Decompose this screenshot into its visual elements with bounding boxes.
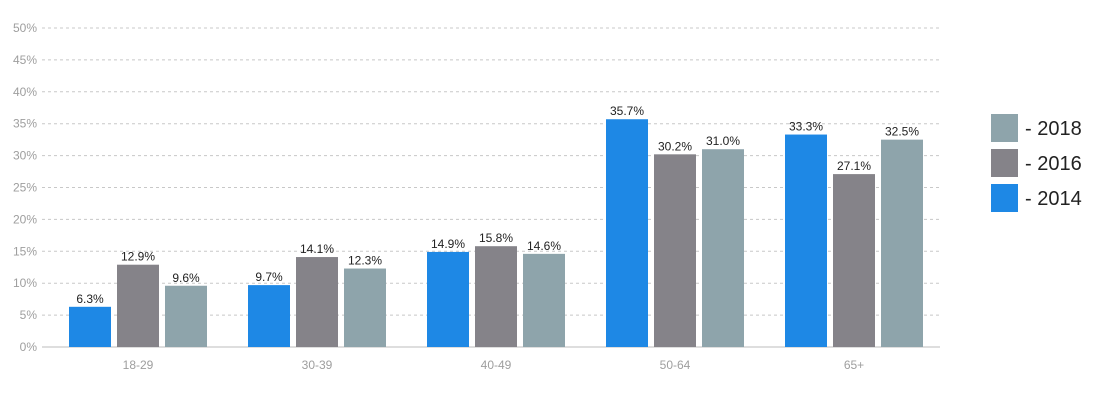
bar-data-label: 14.1%	[300, 242, 334, 256]
x-tick-label: 50-64	[660, 358, 691, 372]
legend-label: - 2018	[1025, 118, 1082, 140]
y-tick-label: 15%	[13, 244, 37, 258]
bar	[523, 253, 565, 347]
bar-data-label: 12.9%	[121, 250, 155, 264]
bar-data-label: 9.7%	[255, 270, 283, 284]
y-tick-label: 25%	[13, 181, 37, 195]
bar	[427, 251, 469, 347]
bar	[475, 246, 517, 347]
bar	[296, 257, 338, 347]
bar	[881, 139, 923, 347]
y-axis: 0% 5% 10% 15% 20% 25% 30% 35% 40% 45% 50%	[13, 21, 37, 354]
y-tick-label: 5%	[20, 308, 38, 322]
y-tick-label: 35%	[13, 117, 37, 131]
y-tick-label: 45%	[13, 53, 37, 67]
x-tick-label: 30-39	[302, 358, 333, 372]
bar	[702, 149, 744, 347]
bar-data-label: 12.3%	[348, 254, 382, 268]
bar-data-label: 14.6%	[527, 239, 561, 253]
bar	[606, 119, 648, 347]
bar	[654, 154, 696, 347]
bar-data-label: 31.0%	[706, 134, 740, 148]
bar-data-label: 27.1%	[837, 159, 871, 173]
y-tick-label: 20%	[13, 212, 37, 226]
legend: - 2018 - 2016 - 2014	[991, 114, 1082, 212]
bar	[69, 306, 111, 347]
bar	[165, 285, 207, 347]
bar-series: 6.3% 12.9% 9.6% 9.7% 14.1% 12.3% 14.9% 15.8% 14.…	[69, 104, 923, 347]
bar-data-label: 30.2%	[658, 139, 692, 153]
bar	[344, 268, 386, 347]
legend-swatch	[991, 149, 1018, 177]
y-tick-label: 10%	[13, 276, 37, 290]
legend-label: - 2016	[1025, 153, 1082, 175]
bar-data-label: 32.5%	[885, 125, 919, 139]
bar-data-label: 35.7%	[610, 104, 644, 118]
legend-swatch	[991, 114, 1018, 142]
bar-data-label: 9.6%	[172, 271, 200, 285]
x-tick-label: 40-49	[481, 358, 512, 372]
y-tick-label: 50%	[13, 21, 37, 35]
x-tick-label: 65+	[844, 358, 864, 372]
bar	[833, 174, 875, 347]
legend-label: - 2014	[1025, 188, 1082, 210]
bar-data-label: 6.3%	[76, 292, 104, 306]
y-tick-label: 40%	[13, 85, 37, 99]
y-tick-label: 30%	[13, 149, 37, 163]
bar	[248, 285, 290, 347]
bar-data-label: 33.3%	[789, 120, 823, 134]
y-tick-label: 0%	[20, 340, 38, 354]
bar	[785, 134, 827, 347]
x-tick-label: 18-29	[123, 358, 154, 372]
bar-data-label: 15.8%	[479, 231, 513, 245]
bar-data-label: 14.9%	[431, 237, 465, 251]
legend-swatch	[991, 184, 1018, 212]
bar	[117, 264, 159, 347]
x-axis: 18-29 30-39 40-49 50-64 65+	[123, 358, 865, 372]
